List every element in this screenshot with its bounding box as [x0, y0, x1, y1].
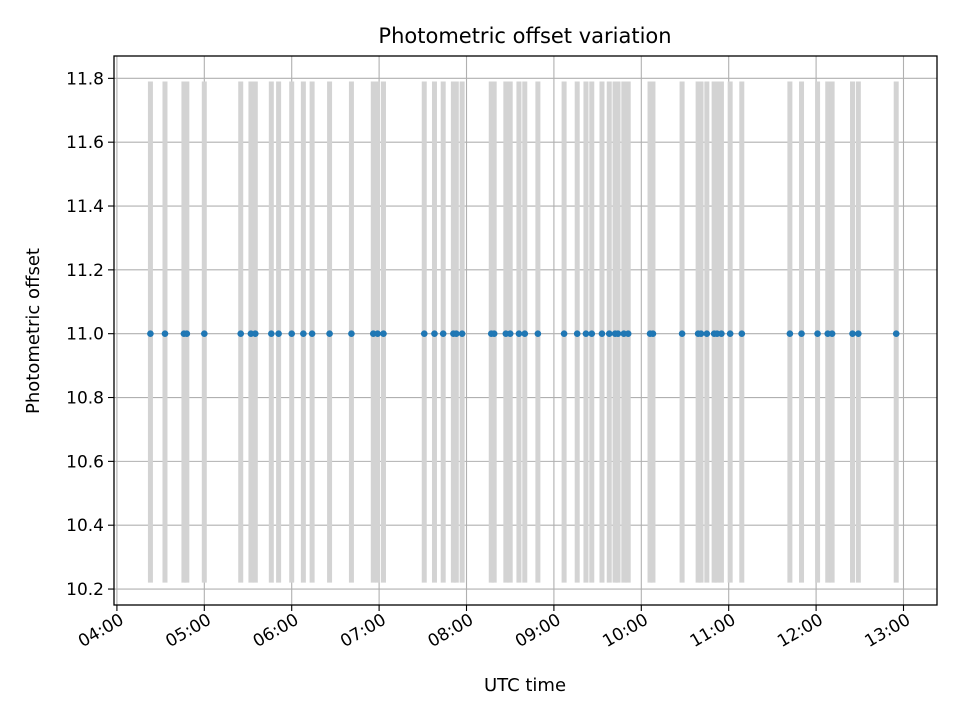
y-tick-label: 10.2	[66, 580, 104, 600]
data-point	[201, 330, 208, 337]
data-point	[598, 330, 606, 337]
data-point	[697, 330, 705, 337]
y-axis-label: Photometric offset	[23, 248, 44, 414]
y-tick-label: 11.8	[66, 69, 104, 89]
y-tick-label: 11.0	[66, 325, 104, 345]
y-tick-label: 10.6	[66, 452, 104, 472]
data-point	[828, 330, 836, 337]
data-point	[678, 330, 686, 337]
x-axis: 04:00 05:00 06:00 07:00 08:00 09:00 10:00 11:00…	[75, 605, 914, 652]
y-tick-label: 11.4	[66, 197, 104, 217]
data-point	[380, 330, 387, 337]
data-point	[798, 330, 805, 337]
data-point	[251, 330, 259, 337]
data-point	[814, 330, 821, 337]
y-axis: 10.2 10.4 10.6 10.8 11.0 11.2 11.4 11.6 11.8	[66, 69, 114, 600]
y-tick-label: 11.6	[66, 133, 104, 153]
x-tick-label: 07:00	[337, 610, 389, 652]
data-point	[588, 330, 596, 337]
data-point	[183, 330, 191, 337]
data-point	[738, 330, 746, 337]
data-point	[521, 330, 529, 337]
x-tick-label: 05:00	[162, 610, 214, 652]
data-point	[453, 330, 460, 337]
data-point	[624, 330, 632, 337]
data-point	[614, 330, 622, 337]
data-point	[268, 330, 275, 337]
data-point	[573, 330, 581, 337]
data-point	[161, 330, 169, 337]
data-point	[300, 330, 307, 337]
data-point	[515, 330, 523, 337]
data-point	[726, 330, 734, 337]
data-point	[420, 330, 428, 337]
x-tick-label: 08:00	[425, 610, 477, 652]
data-point	[275, 330, 282, 337]
chart-title: Photometric offset variation	[378, 24, 671, 48]
x-tick-label: 09:00	[512, 610, 564, 652]
data-point	[506, 330, 514, 337]
data-point	[288, 330, 296, 337]
x-tick-label: 12:00	[774, 610, 826, 652]
data-point	[458, 330, 466, 337]
x-axis-label: UTC time	[484, 675, 566, 696]
data-point	[490, 330, 498, 337]
data-point	[560, 330, 568, 337]
x-tick-label: 11:00	[687, 610, 739, 652]
x-tick-label: 06:00	[250, 610, 302, 652]
data-point	[786, 330, 794, 337]
data-point	[582, 330, 590, 337]
data-point	[374, 330, 381, 337]
data-points	[147, 330, 900, 337]
data-point	[849, 330, 856, 337]
data-point	[326, 330, 333, 337]
plot-frame	[113, 55, 938, 606]
data-point	[703, 330, 711, 337]
data-point	[439, 330, 447, 337]
data-point	[147, 330, 154, 337]
data-point	[534, 330, 542, 337]
data-point	[855, 330, 862, 337]
data-point	[348, 330, 355, 337]
y-tick-label: 10.8	[66, 389, 104, 409]
x-tick-label: 10:00	[599, 610, 651, 652]
data-point	[892, 330, 900, 337]
y-tick-label: 10.4	[66, 516, 104, 536]
data-point	[431, 330, 438, 337]
data-point	[718, 330, 725, 337]
data-point	[605, 330, 613, 337]
x-tick-label: 04:00	[75, 610, 127, 652]
data-point	[649, 330, 657, 337]
data-point	[237, 330, 245, 337]
x-tick-label: 13:00	[862, 610, 914, 652]
data-point	[308, 330, 316, 337]
y-tick-label: 11.2	[66, 261, 104, 281]
